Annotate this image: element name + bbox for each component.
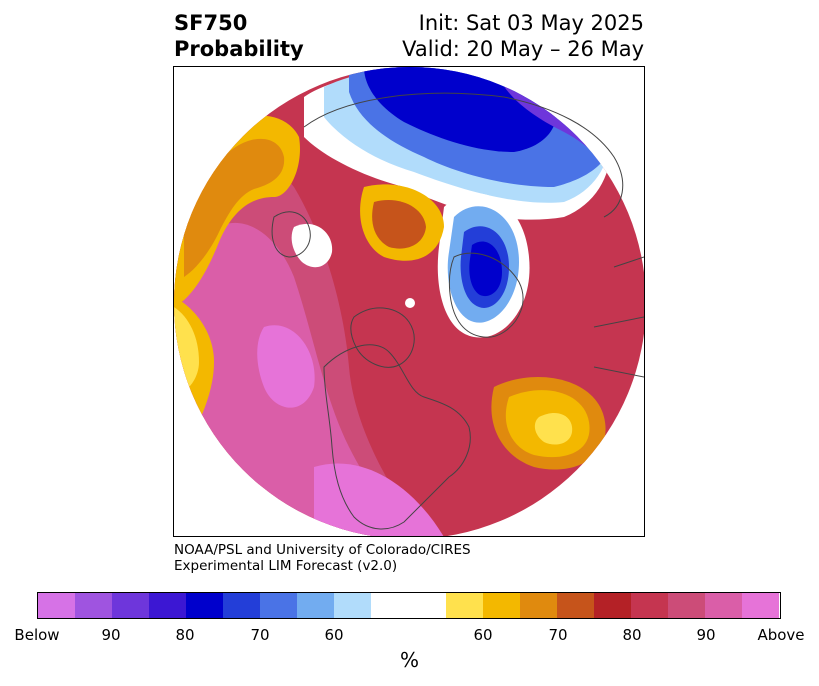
colorbar-tick-label: 60: [473, 626, 493, 644]
colorbar-tick-label: Below: [14, 626, 60, 644]
field-europe-75: [469, 241, 502, 297]
credit-line-1: NOAA/PSL and University of Colorado/CIRE…: [174, 542, 471, 558]
colorbar-swatch: [334, 593, 371, 618]
title-right: Init: Sat 03 May 2025 Valid: 20 May – 26…: [402, 10, 644, 62]
colorbar-tick-label: 80: [622, 626, 642, 644]
init-date: Init: Sat 03 May 2025: [418, 11, 644, 35]
coastlines: [271, 92, 644, 530]
colorbar-swatch: [705, 593, 742, 618]
colorbar: [37, 592, 781, 619]
field-central-70: [372, 199, 426, 249]
colorbar-swatch: [668, 593, 705, 618]
colorbar-swatch: [149, 593, 186, 618]
colorbar-swatch: [446, 593, 483, 618]
colorbar-ticks: Below 90 80 70 60 60 70 80 90 Above: [0, 626, 819, 648]
colorbar-swatch: [223, 593, 260, 618]
colorbar-swatch: [594, 593, 631, 618]
colorbar-tick-label: 90: [696, 626, 716, 644]
coastline-alaska: [271, 211, 311, 258]
colorbar-swatch: [520, 593, 557, 618]
probability-map: [174, 67, 644, 536]
colorbar-swatch: [297, 593, 334, 618]
colorbar-swatch: [371, 593, 446, 618]
credit-text: NOAA/PSL and University of Colorado/CIRE…: [174, 542, 471, 574]
north-pole-marker: [405, 298, 415, 308]
colorbar-tick-label: 70: [548, 626, 568, 644]
colorbar-swatch: [742, 593, 779, 618]
coastline-europe: [449, 252, 524, 338]
probability-field: [174, 67, 644, 536]
coastline-asia: [303, 92, 624, 218]
field-atlantic-55: [534, 412, 573, 445]
colorbar-swatch: [631, 593, 668, 618]
colorbar-swatch: [483, 593, 520, 618]
colorbar-swatch: [38, 593, 75, 618]
coastline-greenland: [350, 307, 415, 368]
coastline-north-america: [323, 344, 471, 530]
colorbar-swatch: [75, 593, 112, 618]
colorbar-tick-label: 80: [175, 626, 195, 644]
field-eastern-na-max: [314, 463, 444, 536]
coastline-africa: [593, 256, 644, 378]
title-left: SF750 Probability: [174, 10, 304, 62]
colorbar-tick-label: 60: [324, 626, 344, 644]
colorbar-swatch: [260, 593, 297, 618]
colorbar-tick-label: 90: [101, 626, 121, 644]
valid-range: Valid: 20 May – 26 May: [402, 37, 644, 61]
colorbar-swatch: [112, 593, 149, 618]
colorbar-tick-label: Above: [757, 626, 805, 644]
variable-subtitle: Probability: [174, 37, 304, 61]
field-pacific-max: [257, 325, 315, 408]
colorbar-swatch: [186, 593, 223, 618]
colorbar-unit: %: [399, 648, 419, 672]
field-bering-65: [184, 138, 285, 277]
colorbar-tick-label: 70: [250, 626, 270, 644]
credit-line-2: Experimental LIM Forecast (v2.0): [174, 558, 398, 574]
map-panel: [173, 66, 645, 537]
variable-title: SF750: [174, 11, 248, 35]
field-greenland-neutral: [291, 223, 333, 268]
colorbar-swatch: [557, 593, 594, 618]
